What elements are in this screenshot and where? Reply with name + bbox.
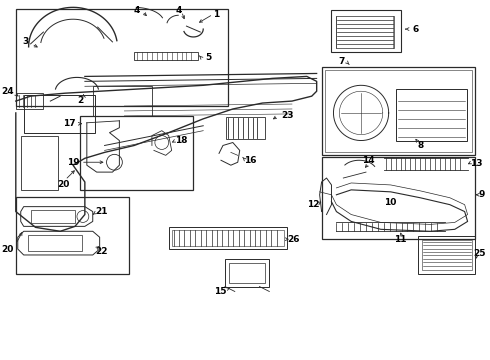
Text: 4: 4: [134, 6, 140, 15]
Text: 5: 5: [205, 53, 211, 62]
Text: 6: 6: [412, 24, 418, 33]
Bar: [418, 236, 475, 274]
Text: 20: 20: [57, 180, 70, 189]
Bar: [169, 228, 287, 249]
Text: 7: 7: [338, 57, 344, 66]
Text: 4: 4: [175, 6, 182, 15]
Text: 16: 16: [245, 156, 257, 165]
Bar: [422, 240, 471, 270]
Text: 14: 14: [362, 156, 374, 165]
Bar: [337, 16, 393, 48]
Text: 22: 22: [96, 247, 108, 256]
Bar: [226, 117, 266, 139]
Bar: [80, 116, 194, 190]
Bar: [27, 235, 82, 251]
Text: 3: 3: [23, 37, 29, 46]
Text: 12: 12: [307, 200, 320, 209]
Bar: [321, 157, 474, 239]
Bar: [24, 95, 95, 132]
Text: 21: 21: [96, 207, 108, 216]
Text: 18: 18: [175, 136, 188, 145]
Text: 2: 2: [77, 96, 83, 105]
Text: 9: 9: [478, 190, 485, 199]
Bar: [30, 210, 75, 224]
Text: 13: 13: [470, 159, 483, 168]
Bar: [21, 136, 58, 190]
Bar: [134, 52, 198, 60]
Bar: [16, 197, 129, 274]
Bar: [225, 259, 270, 287]
Text: 1: 1: [213, 10, 219, 19]
Text: 20: 20: [1, 244, 14, 253]
Bar: [16, 9, 228, 106]
Text: 8: 8: [417, 141, 423, 150]
Text: 11: 11: [394, 235, 407, 244]
Text: 19: 19: [67, 158, 79, 167]
Bar: [93, 86, 152, 116]
Bar: [324, 69, 471, 152]
Text: 24: 24: [1, 87, 14, 96]
Text: 25: 25: [473, 249, 486, 258]
Text: 17: 17: [63, 119, 75, 128]
Bar: [172, 230, 284, 246]
Bar: [321, 67, 474, 155]
Text: 10: 10: [385, 198, 397, 207]
Text: 26: 26: [288, 235, 300, 244]
Bar: [229, 263, 266, 283]
Bar: [395, 89, 466, 140]
Text: 15: 15: [214, 287, 226, 296]
Bar: [16, 93, 44, 109]
Text: 23: 23: [281, 111, 294, 120]
